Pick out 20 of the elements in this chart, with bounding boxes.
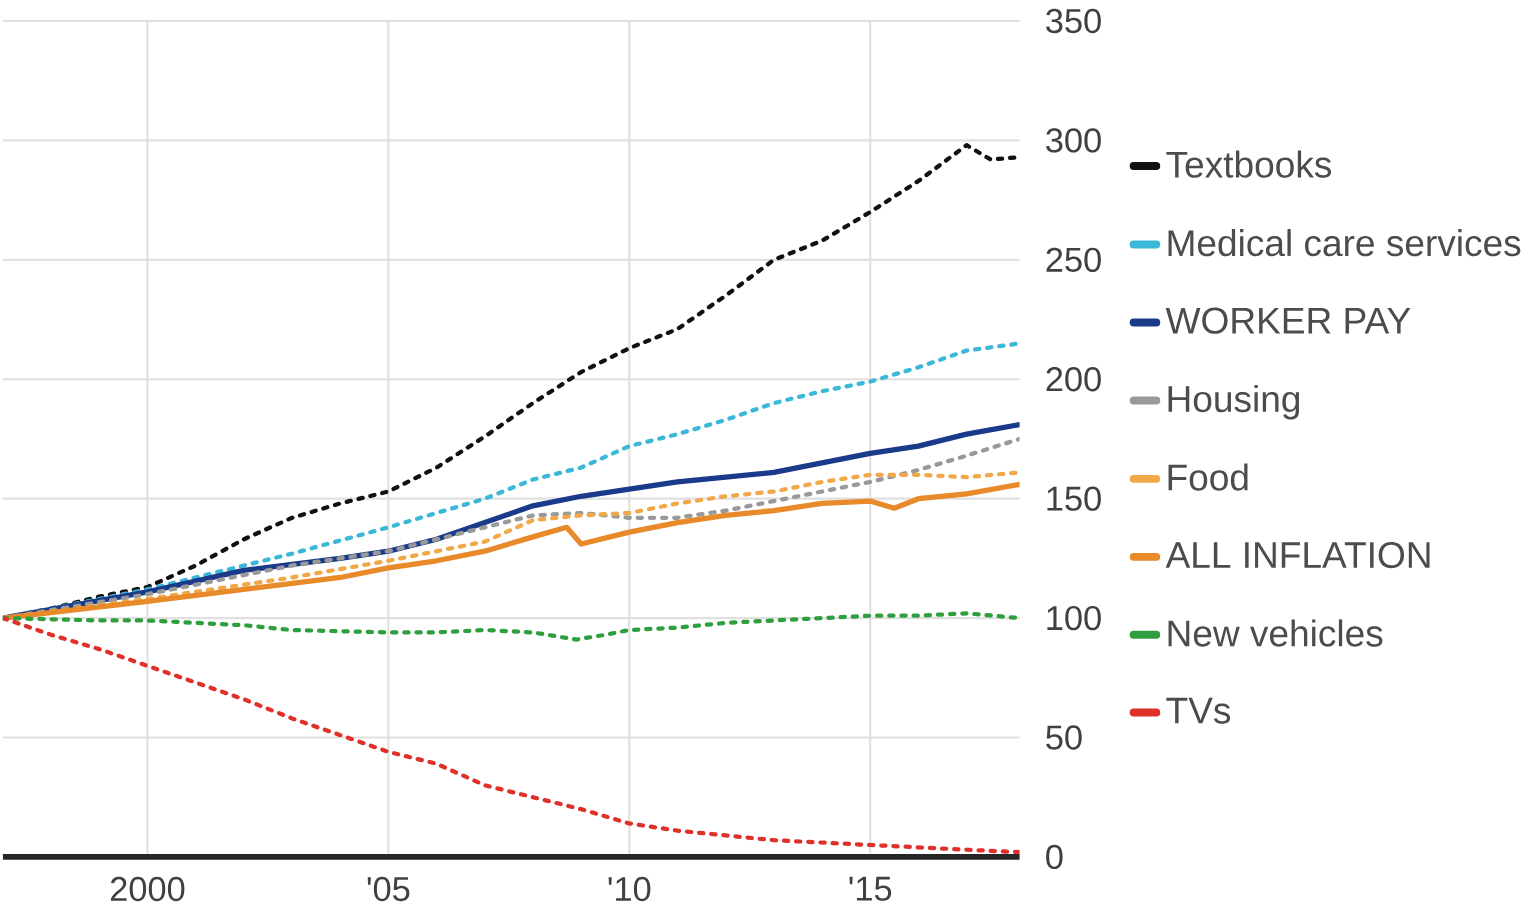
y-tick-label: 350 — [1046, 8, 1101, 34]
x-tick-label: '10 — [608, 876, 651, 902]
y-tick-label: 0 — [1046, 844, 1063, 870]
legend-label: ALL INFLATION — [1165, 541, 1430, 569]
legend-label: Medical care services — [1168, 229, 1521, 257]
legend-label: Housing — [1168, 384, 1300, 420]
x-tick-label: '05 — [367, 876, 410, 902]
y-tick-label: 100 — [1047, 605, 1101, 631]
x-tick-label: 2000 — [110, 876, 185, 902]
y-tick-label: 150 — [1047, 486, 1101, 511]
legend-label: Textbooks — [1166, 150, 1332, 178]
y-tick-label: 50 — [1046, 725, 1082, 750]
y-tick-label: 250 — [1046, 247, 1101, 272]
legend-label: TVs — [1166, 697, 1231, 724]
legend-label: Food — [1168, 463, 1248, 491]
legend-label: New vehicles — [1168, 619, 1383, 647]
legend-label: WORKER PAY — [1165, 307, 1411, 334]
y-tick-label: 200 — [1046, 367, 1101, 392]
y-tick-label: 300 — [1046, 128, 1101, 153]
x-tick-label: '15 — [849, 876, 892, 901]
